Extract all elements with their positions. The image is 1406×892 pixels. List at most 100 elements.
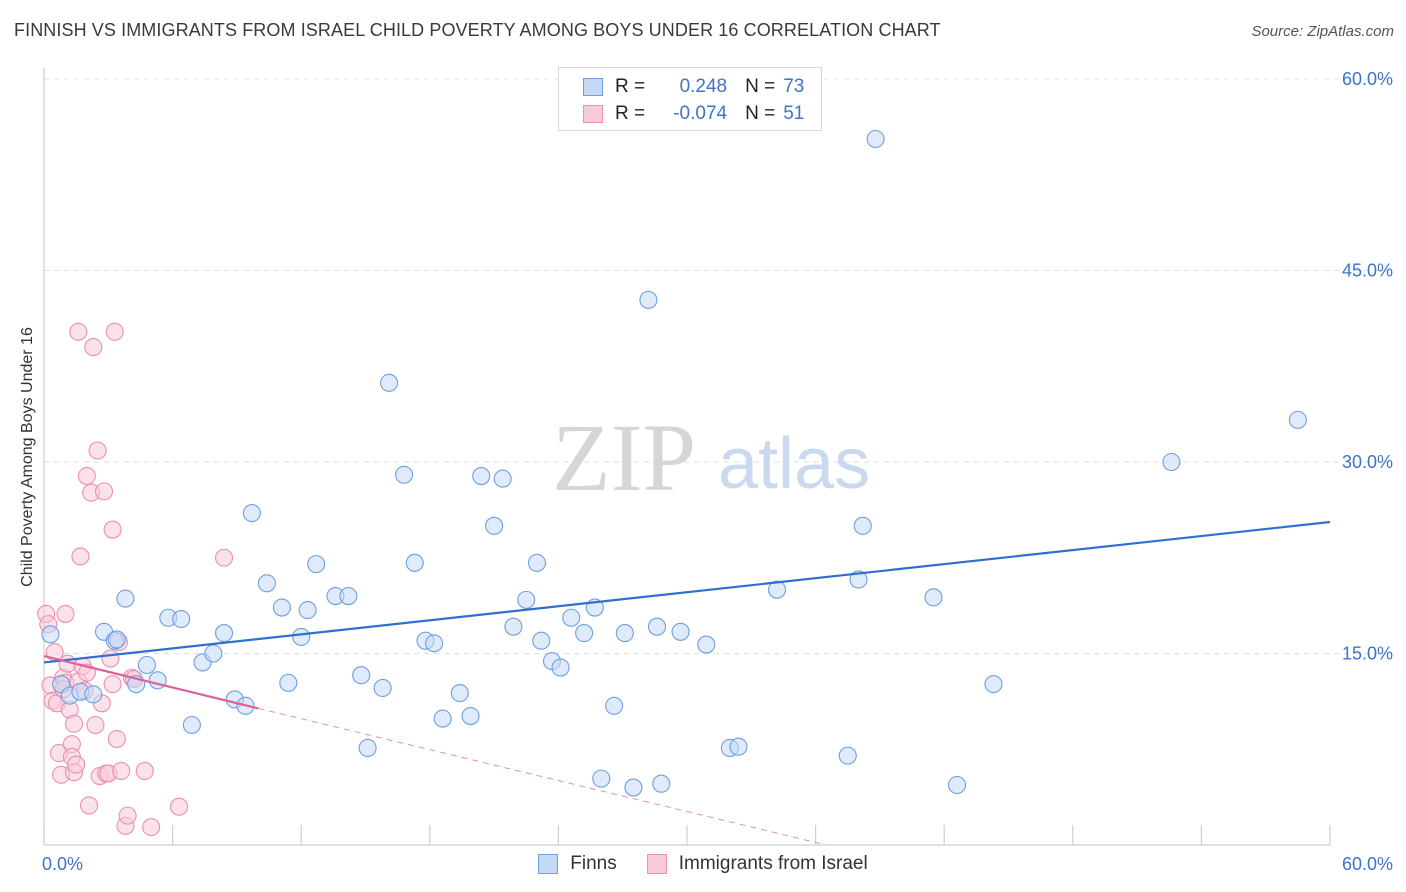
finns-point [172, 609, 191, 629]
finns-point [107, 630, 126, 649]
israel-legend-swatch [646, 854, 667, 874]
finns-point [866, 129, 885, 149]
israel-point [101, 649, 120, 668]
israel-point [142, 818, 161, 837]
finns-point [182, 715, 201, 735]
israel-point [105, 322, 124, 341]
legend-row-israel: R = -0.074 N = 51 [583, 100, 804, 128]
finns-point [615, 624, 634, 643]
israel-point [169, 797, 189, 816]
israel-point [118, 806, 137, 825]
y-tick-label: 45.0% [1342, 261, 1393, 281]
israel-point [107, 729, 126, 749]
legend-item-finns: Finns [538, 853, 617, 875]
israel-point [67, 755, 86, 774]
x-tick-label-max: 60.0% [1342, 854, 1393, 874]
finns-point [272, 598, 291, 617]
correlation-legend: R = 0.248 N = 73 R = -0.074 N = 51 [558, 67, 822, 131]
y-tick-label: 60.0% [1342, 69, 1393, 89]
israel-n-value: 51 [783, 103, 805, 124]
finns-point [948, 775, 967, 795]
n-label: N = [745, 76, 776, 97]
finns-point [339, 586, 358, 606]
finns-point [697, 635, 716, 654]
n-label: N = [745, 103, 776, 124]
israel-point [86, 715, 105, 735]
finns-point [562, 608, 581, 627]
finns-point [551, 658, 570, 677]
israel-point [77, 466, 96, 486]
finns-trend-line [43, 520, 1331, 664]
gridlines [44, 78, 1392, 654]
watermark-zip: ZIP [552, 404, 696, 511]
israel-point [56, 604, 75, 623]
finns-r-value: 0.248 [679, 76, 728, 97]
finns-point [485, 516, 504, 535]
series-legend: Finns Immigrants from Israel [0, 851, 1406, 877]
finns-point [1162, 452, 1181, 472]
finns-point [984, 675, 1003, 694]
finns-point [242, 504, 261, 523]
finns-point [605, 696, 624, 715]
r-label: R = [615, 76, 646, 97]
finns-point [373, 678, 392, 698]
finns-point [517, 590, 536, 609]
finns-point [433, 709, 452, 728]
israel-trend-line [43, 654, 259, 710]
israel-point [135, 761, 154, 781]
finns-point [504, 617, 523, 636]
finns-points [41, 129, 1307, 797]
watermark: ZIP atlas [552, 404, 870, 511]
finns-point [214, 624, 234, 643]
watermark-atlas: atlas [718, 424, 870, 504]
finns-point [729, 737, 748, 756]
finns-point [307, 555, 326, 574]
finns-point [527, 553, 547, 572]
chart-title: FINNISH VS IMMIGRANTS FROM ISRAEL CHILD … [14, 20, 941, 40]
finns-point [853, 516, 872, 535]
israel-point [88, 441, 107, 460]
finns-point [292, 627, 311, 646]
israel-point [214, 548, 234, 567]
finns-point [425, 634, 444, 653]
finns-point [380, 373, 399, 392]
finns-point [116, 589, 135, 608]
israel-point [64, 714, 84, 733]
finns-point [352, 666, 371, 685]
finns-point [450, 684, 469, 703]
axes [43, 68, 1331, 846]
tick-labels: 15.0% 30.0% 45.0% 60.0% 0.0% 60.0% [42, 69, 1393, 874]
israel-point [94, 482, 114, 501]
finns-legend-label: Finns [570, 853, 617, 874]
finns-point [405, 553, 424, 572]
y-tick-label: 15.0% [1342, 644, 1393, 664]
finns-swatch [583, 78, 603, 96]
y-tick-label: 30.0% [1342, 452, 1393, 472]
finns-point [257, 574, 276, 593]
finns-point [204, 644, 223, 663]
finns-point [838, 746, 857, 765]
israel-point [71, 547, 90, 566]
finns-point [461, 707, 480, 726]
finns-legend-swatch [538, 854, 559, 874]
source-note: Source: ZipAtlas.com [1251, 23, 1394, 40]
israel-point [69, 322, 88, 341]
israel-point [103, 520, 122, 539]
israel-point [84, 338, 103, 357]
finns-point [671, 622, 690, 641]
finns-point [41, 625, 60, 644]
finns-point [652, 774, 671, 793]
finns-point [493, 469, 512, 488]
trend-lines [43, 520, 1331, 846]
finns-point [1288, 410, 1307, 429]
finns-point [395, 465, 414, 484]
finns-point [639, 290, 658, 309]
finns-point [624, 778, 643, 797]
finns-point [592, 769, 611, 788]
finns-point [849, 570, 868, 589]
finns-point [924, 588, 943, 607]
finns-point [532, 631, 551, 650]
finns-point [767, 580, 787, 599]
r-label: R = [615, 103, 646, 124]
finns-point [298, 601, 317, 620]
